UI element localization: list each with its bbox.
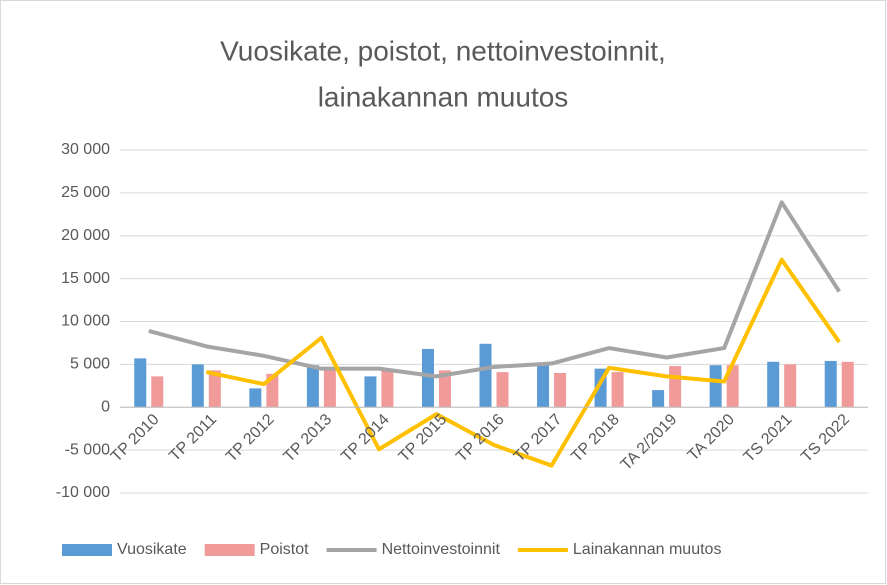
bar — [306, 365, 319, 408]
y-tick-label: 20 000 — [61, 227, 110, 244]
y-tick-label: -10 000 — [56, 484, 110, 501]
bar — [381, 368, 394, 408]
bar — [767, 361, 780, 408]
bar — [537, 365, 550, 408]
bar — [669, 366, 682, 408]
line — [148, 200, 841, 379]
y-tick-label: 30 000 — [61, 141, 110, 158]
y-tick-label: -5 000 — [65, 441, 110, 458]
legend-swatch — [204, 544, 255, 556]
bar — [841, 361, 854, 408]
bar — [364, 376, 377, 408]
bar — [208, 370, 221, 408]
legend-label: Nettoinvestoinnit — [382, 541, 501, 558]
y-tick-label: 10 000 — [61, 313, 110, 330]
y-tick-label: 25 000 — [61, 184, 110, 201]
bar — [191, 364, 204, 408]
bar — [438, 370, 451, 408]
chart-title: lainakannan muutos — [318, 81, 569, 112]
bar — [479, 343, 492, 408]
bar — [611, 372, 624, 408]
bar — [784, 364, 797, 408]
bar — [134, 358, 147, 408]
bar — [249, 388, 262, 408]
bar — [496, 372, 509, 408]
y-tick-label: 0 — [101, 398, 110, 415]
bar — [151, 376, 164, 408]
legend-label: Vuosikate — [117, 541, 187, 558]
legend-label: Poistot — [260, 541, 309, 558]
bar — [709, 365, 722, 408]
bar — [824, 360, 837, 408]
legend-swatch — [62, 544, 112, 556]
line — [205, 257, 841, 468]
bar — [323, 370, 336, 408]
bar — [554, 372, 567, 408]
bar — [421, 348, 434, 408]
y-tick-label: 5 000 — [70, 356, 110, 373]
bar — [726, 365, 739, 408]
y-tick-label: 15 000 — [61, 270, 110, 287]
legend-label: Lainakannan muutos — [573, 541, 722, 558]
bar — [652, 390, 665, 408]
chart-title: Vuosikate, poistot, nettoinvestoinnit, — [220, 35, 666, 66]
